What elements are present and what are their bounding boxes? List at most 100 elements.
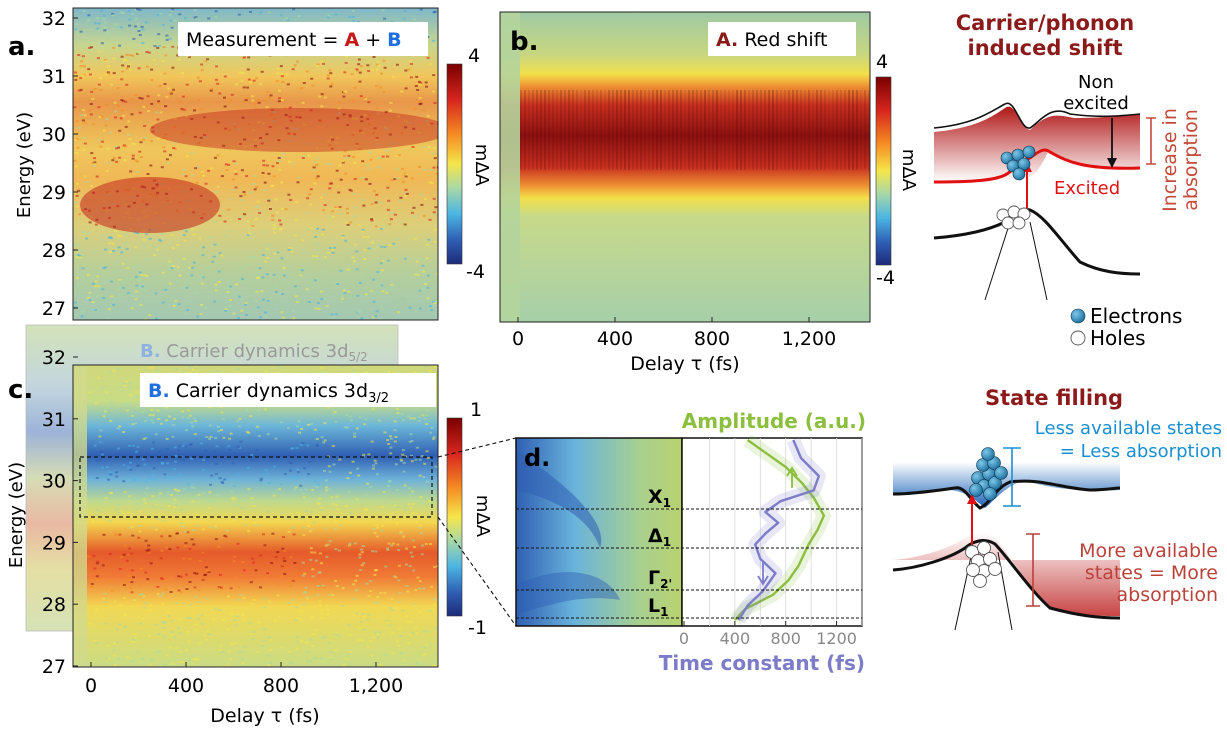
panel-a-noise-cell [257, 101, 261, 104]
panel-c-noise-cell [404, 615, 408, 618]
panel-a-noise-cell [207, 17, 211, 20]
panel-c-noise-cell [181, 444, 185, 447]
panel-a-noise-cell [96, 57, 100, 60]
panel-c-noise-cell [262, 640, 266, 642]
panel-a-noise-cell [343, 150, 347, 153]
panel-a-noise-cell [102, 14, 106, 17]
panel-a-noise-cell [411, 146, 415, 148]
panel-a-noise-cell [377, 157, 381, 160]
panel-b-stripe [816, 90, 818, 170]
panel-c-noise-cell [411, 511, 415, 514]
panel-a-noise-cell [302, 155, 306, 158]
panel-a-noise-cell [167, 265, 171, 268]
panel-a-noise-cell [200, 275, 204, 278]
panel-c-noise-cell [358, 416, 362, 419]
panel-a-noise-cell [101, 234, 105, 237]
panel-a-noise-cell [243, 303, 247, 306]
panel-a-noise-cell [138, 111, 142, 114]
panel-b-label-text: Red shift [738, 29, 827, 51]
panel-a-noise-cell [129, 68, 133, 71]
panel-a-noise-cell [382, 59, 386, 62]
panel-c-noise-cell [184, 445, 187, 448]
panel-b-stripe [652, 90, 654, 170]
carrier-increase-line2: absorption [1180, 109, 1202, 211]
panel-d-point-sub: 1 [663, 496, 671, 510]
panel-b-stripe [820, 90, 822, 170]
panel-b-stripe [688, 90, 690, 170]
panel-a-noise-cell [255, 186, 259, 189]
panel-c-noise-cell [190, 421, 193, 424]
panel-a-noise-cell [337, 112, 341, 115]
panel-a-noise-cell [368, 182, 372, 185]
panel-a-noise-cell [372, 56, 376, 58]
panel-a-noise-cell [186, 309, 190, 311]
panel-c-back-label-sub: 5/2 [349, 350, 368, 364]
panel-c-noise-cell [322, 441, 326, 444]
carrier-holes [996, 205, 1031, 230]
panel-c-noise-cell [282, 557, 286, 560]
panel-a-noise-cell [355, 117, 359, 120]
panel-a-noise-cell [382, 91, 386, 93]
panel-c-noise-cell [188, 617, 192, 620]
panel-c-noise-cell [103, 592, 107, 595]
panel-a-noise-cell [135, 284, 139, 287]
panel-a-noise-cell [319, 120, 323, 123]
panel-a-noise-cell [295, 116, 299, 119]
panel-a-noise-cell [269, 113, 273, 116]
panel-c-noise-cell [115, 471, 119, 474]
panel-c-noise-cell [122, 403, 126, 406]
panel-a-noise-cell [280, 75, 284, 78]
panel-a-noise-cell [324, 297, 328, 300]
panel-a-noise-cell [275, 80, 279, 83]
panel-a-noise-cell [355, 144, 358, 147]
panel-a-noise-cell [214, 283, 218, 286]
panel-c-noise-cell [432, 597, 436, 600]
panel-c-noise-cell [267, 636, 271, 639]
panel-c-noise-cell [283, 549, 287, 552]
panel-c-noise-cell [384, 565, 388, 568]
panel-a-noise-cell [161, 59, 165, 62]
panel-a-noise-cell [233, 125, 237, 128]
panel-c-noise-cell [331, 594, 335, 597]
panel-a-noise-cell [366, 118, 370, 121]
panel-c-noise-cell [178, 444, 182, 447]
panel-c-noise-cell [123, 491, 127, 494]
panel-c-noise-cell [147, 635, 151, 638]
panel-c-noise-cell [183, 502, 187, 505]
panel-a-noise-cell [145, 104, 149, 107]
panel-a-noise-cell [355, 250, 359, 253]
panel-c-noise-cell [378, 631, 382, 634]
panel-b-stripe [772, 90, 774, 170]
panel-b-stripe [696, 90, 698, 170]
panel-c-noise-cell [316, 514, 320, 517]
panel-d-arrow-green [786, 466, 798, 488]
panel-a-noise-cell [272, 111, 276, 114]
panel-c-noise-cell [434, 366, 438, 369]
panel-a-noise-cell [235, 83, 239, 86]
panel-a-noise-cell [347, 290, 351, 293]
panel-a-noise-cell [79, 65, 83, 67]
panel-c-noise-cell [95, 514, 99, 517]
panel-c-noise-cell [177, 575, 181, 578]
panel-c-noise-cell [240, 539, 244, 542]
panel-a-noise-cell [109, 83, 113, 86]
panel-a-noise-cell [179, 259, 183, 262]
panel-a-noise-cell [259, 137, 263, 139]
panel-a-noise-cell [263, 181, 267, 184]
panel-c-noise-cell [269, 638, 273, 641]
panel-c-noise-cell [406, 590, 410, 593]
panel-a-noise-cell [388, 133, 392, 136]
panel-a-noise-cell [418, 307, 422, 310]
panel-c-noise-cell [426, 630, 430, 633]
panel-a-noise-cell [404, 265, 407, 268]
panel-c-noise-cell [416, 576, 420, 579]
panel-a-noise-cell [309, 227, 313, 230]
panel-c-ylabel: Energy (eV) [6, 462, 27, 568]
panel-a-noise-cell [356, 69, 359, 72]
panel-c-noise-cell [209, 483, 212, 486]
panel-a-noise-cell [338, 206, 342, 208]
panel-b-stripe [588, 90, 590, 170]
panel-c-noise-cell [244, 524, 248, 527]
panel-a-noise-cell [430, 122, 434, 125]
